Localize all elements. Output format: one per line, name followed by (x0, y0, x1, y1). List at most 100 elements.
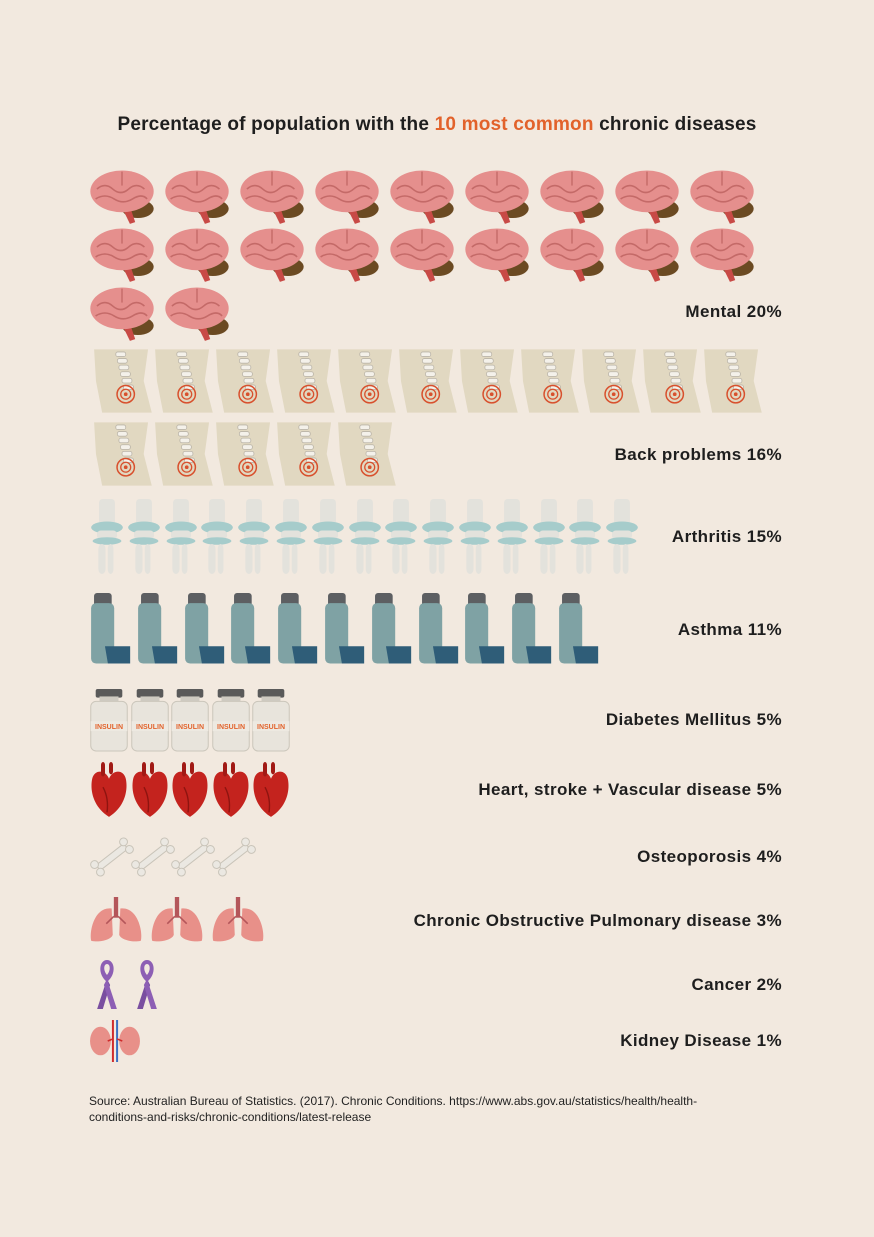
spine-icon (155, 349, 213, 413)
brain-icon (90, 228, 154, 282)
source-line-1: Source: Australian Bureau of Statistics.… (89, 1094, 698, 1108)
bone-icon (130, 837, 175, 877)
brain-icon (465, 170, 529, 224)
brain-icon (390, 228, 454, 282)
spine-icon (216, 422, 274, 486)
knee-joint-icon (385, 499, 418, 574)
knee-joint-icon (348, 499, 381, 574)
label-arthritis: Arthritis 15% (671, 527, 782, 546)
bone-icon (171, 837, 215, 877)
insulin-vial-icon: INSULIN (211, 689, 250, 752)
cancer-ribbon-icon (137, 960, 157, 1009)
brain-icon (465, 228, 529, 282)
inhaler-icon (137, 593, 177, 664)
spine-icon (582, 349, 640, 413)
knee-joint-icon (569, 499, 602, 574)
spine-icon (94, 422, 152, 486)
brain-icon (90, 170, 154, 224)
brain-icon (690, 170, 754, 224)
spine-icon (399, 349, 457, 413)
svg-text:INSULIN: INSULIN (136, 724, 164, 731)
label-cancer: Cancer 2% (691, 975, 782, 994)
knee-joint-icon (495, 499, 528, 574)
label-back-problems: Back problems 16% (614, 445, 782, 464)
svg-text:INSULIN: INSULIN (257, 724, 285, 731)
insulin-vial-icon: INSULIN (252, 689, 290, 752)
knee-joint-icon (311, 499, 344, 574)
title-highlight: 10 most common (434, 114, 594, 135)
inhaler-icon (325, 593, 365, 664)
heart-icon (253, 762, 289, 817)
svg-text:INSULIN: INSULIN (95, 724, 123, 731)
brain-icon (615, 228, 679, 282)
knee-joint-icon (201, 499, 234, 574)
knee-joint-icon (275, 499, 307, 574)
spine-icon (155, 422, 213, 486)
knee-joint-icon (164, 499, 197, 574)
label-copd: Chronic Obstructive Pulmonary disease 3% (413, 911, 782, 930)
inhaler-icon (91, 593, 131, 664)
lungs-icon (151, 897, 203, 942)
page-title: Percentage of population with the 10 mos… (0, 114, 874, 136)
spine-icon (277, 422, 335, 486)
kidneys-icon (90, 1020, 140, 1062)
label-osteoporosis: Osteoporosis 4% (637, 847, 782, 866)
title-suffix: chronic diseases (593, 114, 757, 135)
knee-joint-icon (459, 499, 491, 574)
inhaler-icon (418, 593, 458, 664)
brain-icon (390, 170, 454, 224)
brain-icon (240, 170, 304, 224)
heart-icon (212, 762, 249, 817)
svg-text:INSULIN: INSULIN (176, 724, 204, 731)
spine-icon (460, 349, 518, 413)
inhaler-icon (465, 593, 505, 664)
label-asthma: Asthma 11% (677, 620, 782, 639)
label-diabetes: Diabetes Mellitus 5% (605, 710, 782, 729)
brain-icon (240, 228, 304, 282)
cancer-ribbon-icon (97, 960, 117, 1009)
knee-joint-icon (532, 499, 565, 574)
knee-joint-icon (91, 499, 123, 574)
label-mental: Mental 20% (685, 302, 782, 321)
heart-icon (131, 762, 168, 817)
source-note: Source: Australian Bureau of Statistics.… (89, 1093, 789, 1125)
source-line-2: conditions-and-risks/chronic-conditions/… (89, 1110, 372, 1124)
brain-icon (690, 228, 754, 282)
brain-icon (540, 170, 604, 224)
spine-icon (216, 349, 274, 413)
brain-icon (165, 228, 229, 282)
insulin-vial-icon: INSULIN (130, 689, 169, 752)
inhaler-icon (184, 593, 224, 664)
spine-icon (521, 349, 579, 413)
heart-icon (91, 762, 127, 817)
bone-icon (90, 837, 134, 877)
brain-icon (90, 287, 154, 341)
spine-icon (277, 349, 335, 413)
inhaler-icon (559, 593, 599, 664)
inhaler-icon (231, 593, 271, 664)
brain-icon (540, 228, 604, 282)
bone-icon (211, 837, 256, 877)
spine-icon (94, 349, 152, 413)
brain-icon (315, 170, 379, 224)
insulin-vial-icon: INSULIN (90, 689, 128, 752)
brain-icon (165, 170, 229, 224)
inhaler-icon (278, 593, 318, 664)
spine-icon (338, 422, 396, 486)
brain-icon (165, 287, 229, 341)
heart-icon (172, 762, 208, 817)
brain-icon (615, 170, 679, 224)
knee-joint-icon (238, 499, 271, 574)
inhaler-icon (371, 593, 411, 664)
insulin-vial-icon: INSULIN (171, 689, 209, 752)
knee-joint-icon (422, 499, 455, 574)
svg-text:INSULIN: INSULIN (217, 724, 245, 731)
brain-icon (315, 228, 379, 282)
spine-icon (643, 349, 701, 413)
spine-icon (338, 349, 396, 413)
spine-icon (704, 349, 762, 413)
knee-joint-icon (127, 499, 160, 574)
inhaler-icon (512, 593, 552, 664)
lungs-icon (90, 897, 142, 942)
